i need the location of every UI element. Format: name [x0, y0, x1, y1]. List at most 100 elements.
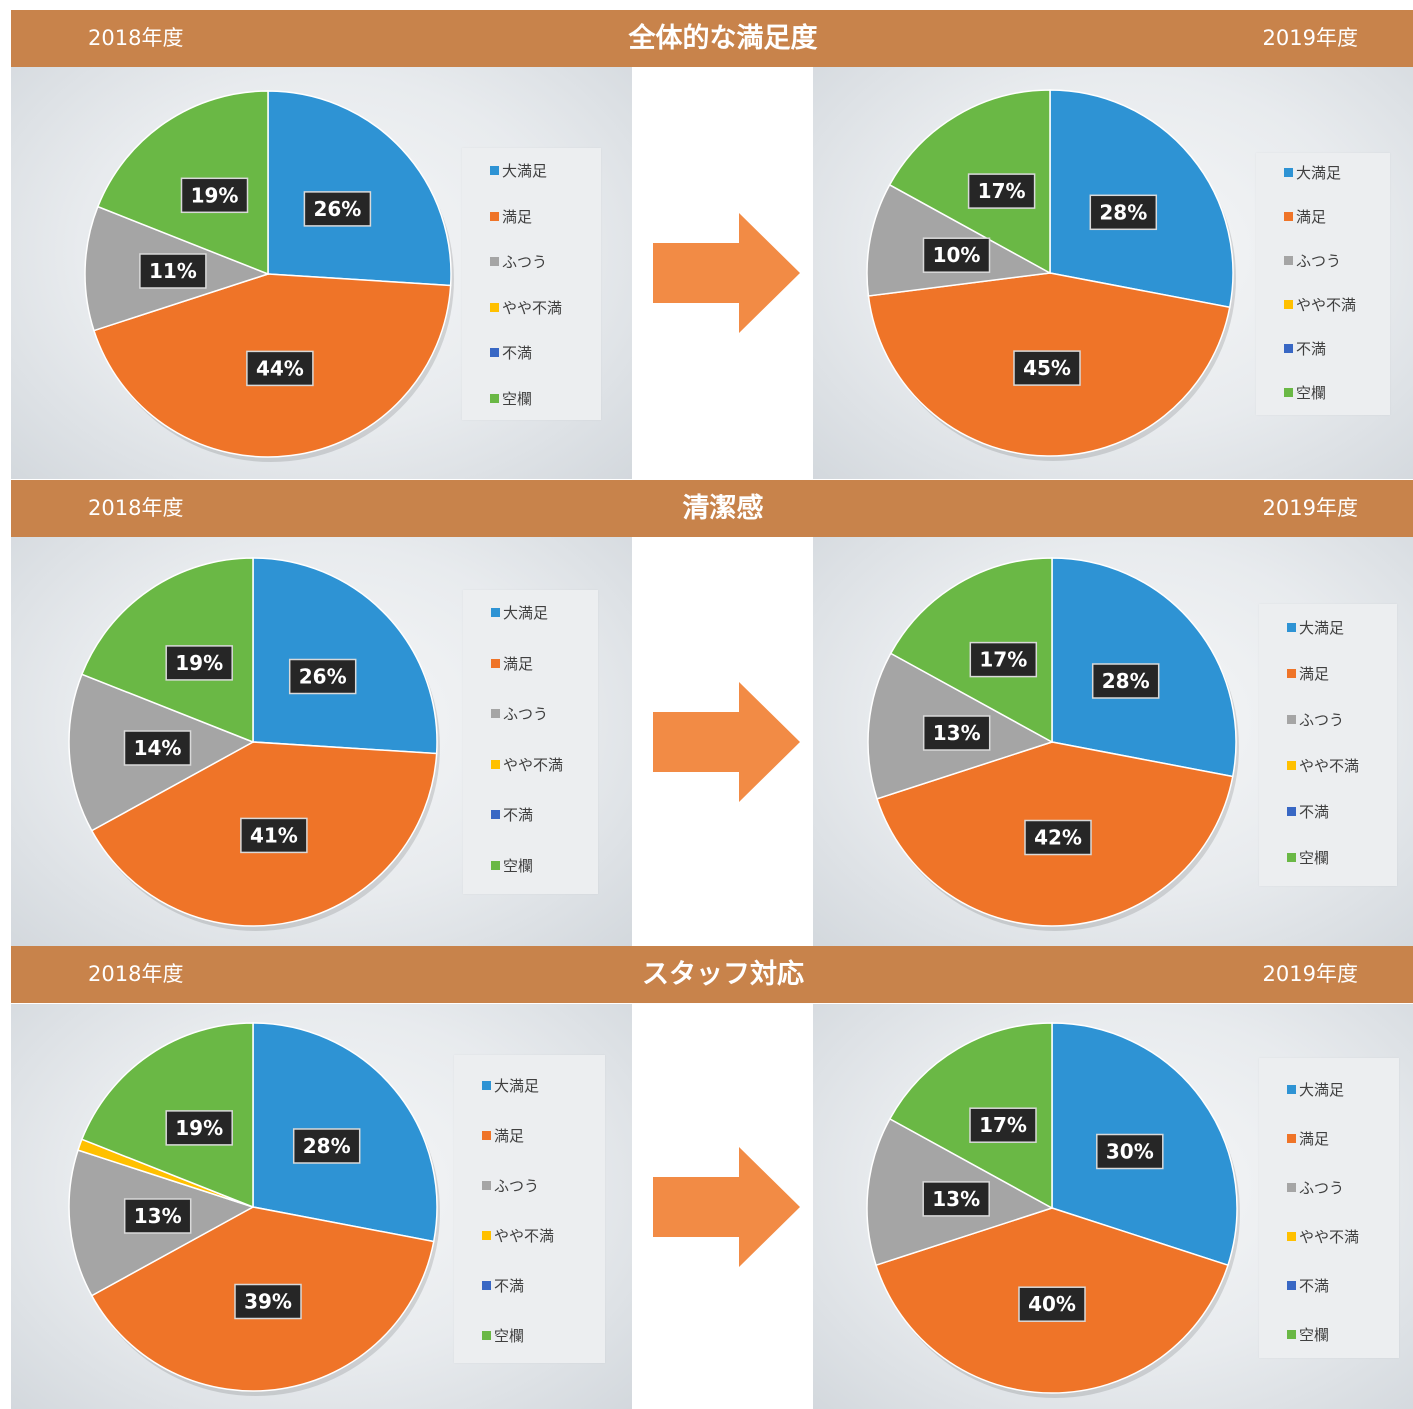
legend-label: やや不満	[1299, 757, 1360, 775]
legend-label: 空欄	[503, 856, 534, 875]
section-title: 清潔感	[682, 493, 764, 524]
chart-panel-2019: 30% 40% 13% 17% 大満足 満足 ふつう やや不満 不満 空欄	[813, 1004, 1413, 1409]
data-label: 10%	[922, 237, 991, 273]
legend-item: 大満足	[491, 602, 548, 623]
legend-label: 空欄	[494, 1327, 525, 1345]
pie-chart: 26% 44% 11% 19%	[84, 90, 454, 462]
svg-text:41%: 41%	[250, 823, 298, 847]
section-header: 2018年度 全体的な満足度 2019年度	[11, 10, 1413, 67]
legend-swatch	[1287, 1232, 1296, 1241]
legend-swatch	[482, 1081, 491, 1090]
legend-label: ふつう	[1299, 711, 1345, 729]
svg-text:19%: 19%	[191, 183, 239, 207]
pie-slice-大満足	[252, 557, 438, 755]
legend-item: 満足	[491, 653, 533, 674]
legend-swatch	[482, 1331, 491, 1340]
pie-chart: 28%39%13%1%19%	[68, 1022, 440, 1396]
legend-label: やや不満	[1296, 296, 1357, 314]
legend-label: ふつう	[494, 1177, 540, 1195]
chart-legend: 大満足 満足 ふつう やや不満 不満 空欄	[463, 590, 598, 894]
svg-text:40%: 40%	[1028, 1292, 1076, 1316]
legend-label: 空欄	[1299, 1326, 1330, 1344]
svg-text:28%: 28%	[1099, 200, 1147, 224]
pie-chart: 30% 40% 13% 17%	[866, 1022, 1240, 1398]
legend-swatch	[491, 709, 500, 718]
svg-text:42%: 42%	[1034, 826, 1082, 850]
legend-label: 大満足	[1299, 1081, 1345, 1099]
svg-text:17%: 17%	[979, 648, 1027, 672]
data-label: 26%	[303, 191, 372, 227]
legend-swatch	[1287, 761, 1296, 770]
data-label: 42%	[1024, 819, 1092, 856]
svg-text:26%: 26%	[313, 197, 361, 221]
legend-label: 大満足	[503, 604, 549, 622]
legend-item: ふつう	[1284, 250, 1341, 271]
legend-label: 大満足	[1299, 619, 1345, 637]
svg-text:44%: 44%	[256, 356, 304, 380]
legend-swatch	[1284, 256, 1293, 265]
data-label: 28%	[292, 1128, 361, 1164]
legend-swatch	[482, 1131, 491, 1140]
legend-label: ふつう	[502, 253, 548, 271]
legend-item: ふつう	[491, 703, 548, 724]
year-left-label: 2018年度	[88, 962, 184, 986]
legend-item: 満足	[1287, 1128, 1329, 1149]
legend-label: 満足	[494, 1127, 525, 1145]
svg-text:45%: 45%	[1023, 356, 1071, 380]
legend-item: 大満足	[1284, 162, 1341, 183]
svg-text:28%: 28%	[1102, 669, 1150, 693]
svg-text:13%: 13%	[933, 721, 981, 745]
legend-swatch	[1287, 1085, 1296, 1094]
legend-swatch	[482, 1281, 491, 1290]
legend-label: 満足	[503, 654, 534, 673]
right-arrow-icon	[653, 213, 800, 333]
svg-text:10%: 10%	[933, 243, 981, 267]
legend-item: 空欄	[1287, 847, 1329, 868]
svg-text:30%: 30%	[1106, 1140, 1154, 1164]
legend-item: ふつう	[1287, 709, 1344, 730]
legend-swatch	[1287, 1281, 1296, 1290]
legend-label: 大満足	[1296, 164, 1342, 182]
legend-swatch	[490, 302, 499, 312]
svg-text:13%: 13%	[134, 1204, 182, 1228]
legend-item: 満足	[482, 1125, 524, 1146]
data-label: 13%	[922, 715, 991, 751]
legend-item: 大満足	[490, 160, 547, 181]
data-label: 17%	[969, 641, 1038, 678]
legend-swatch	[490, 166, 499, 175]
pie-chart: 26% 41% 14% 19%	[68, 557, 440, 931]
legend-swatch	[490, 211, 499, 221]
svg-text:13%: 13%	[932, 1187, 980, 1211]
svg-text:19%: 19%	[175, 651, 223, 675]
legend-item: 不満	[482, 1275, 524, 1296]
section-header: 2018年度 清潔感 2019年度	[11, 480, 1413, 537]
year-right-label: 2019年度	[1262, 496, 1358, 520]
chart-panel-2019: 28% 42% 13% 17% 大満足 満足 ふつう やや不満 不満 空欄	[813, 537, 1413, 946]
data-label: 44%	[246, 350, 314, 387]
legend-label: 空欄	[1299, 849, 1330, 867]
section-title: スタッフ対応	[642, 959, 804, 990]
legend-label: 満足	[1299, 665, 1330, 683]
legend-label: 不満	[503, 806, 534, 824]
legend-label: 不満	[1299, 1277, 1330, 1295]
legend-swatch	[1287, 1183, 1296, 1192]
svg-text:11%: 11%	[149, 259, 197, 283]
data-label: 19%	[165, 1110, 233, 1146]
data-label: 45%	[1013, 350, 1081, 386]
legend-label: ふつう	[503, 705, 549, 723]
legend-item: やや不満	[490, 297, 562, 318]
legend-item: やや不満	[1287, 755, 1359, 776]
legend-label: ふつう	[1296, 252, 1342, 270]
legend-item: 大満足	[1287, 617, 1344, 638]
legend-label: 不満	[494, 1277, 525, 1295]
legend-swatch	[1287, 715, 1296, 724]
legend-swatch	[491, 608, 500, 617]
chart-legend: 大満足 満足 ふつう やや不満 不満 空欄	[454, 1055, 605, 1363]
legend-item: ふつう	[490, 251, 547, 272]
legend-label: 満足	[1296, 208, 1327, 226]
data-label: 13%	[123, 1198, 192, 1234]
legend-item: ふつう	[482, 1175, 539, 1196]
data-label: 19%	[180, 177, 249, 214]
right-arrow-icon	[653, 1146, 800, 1267]
